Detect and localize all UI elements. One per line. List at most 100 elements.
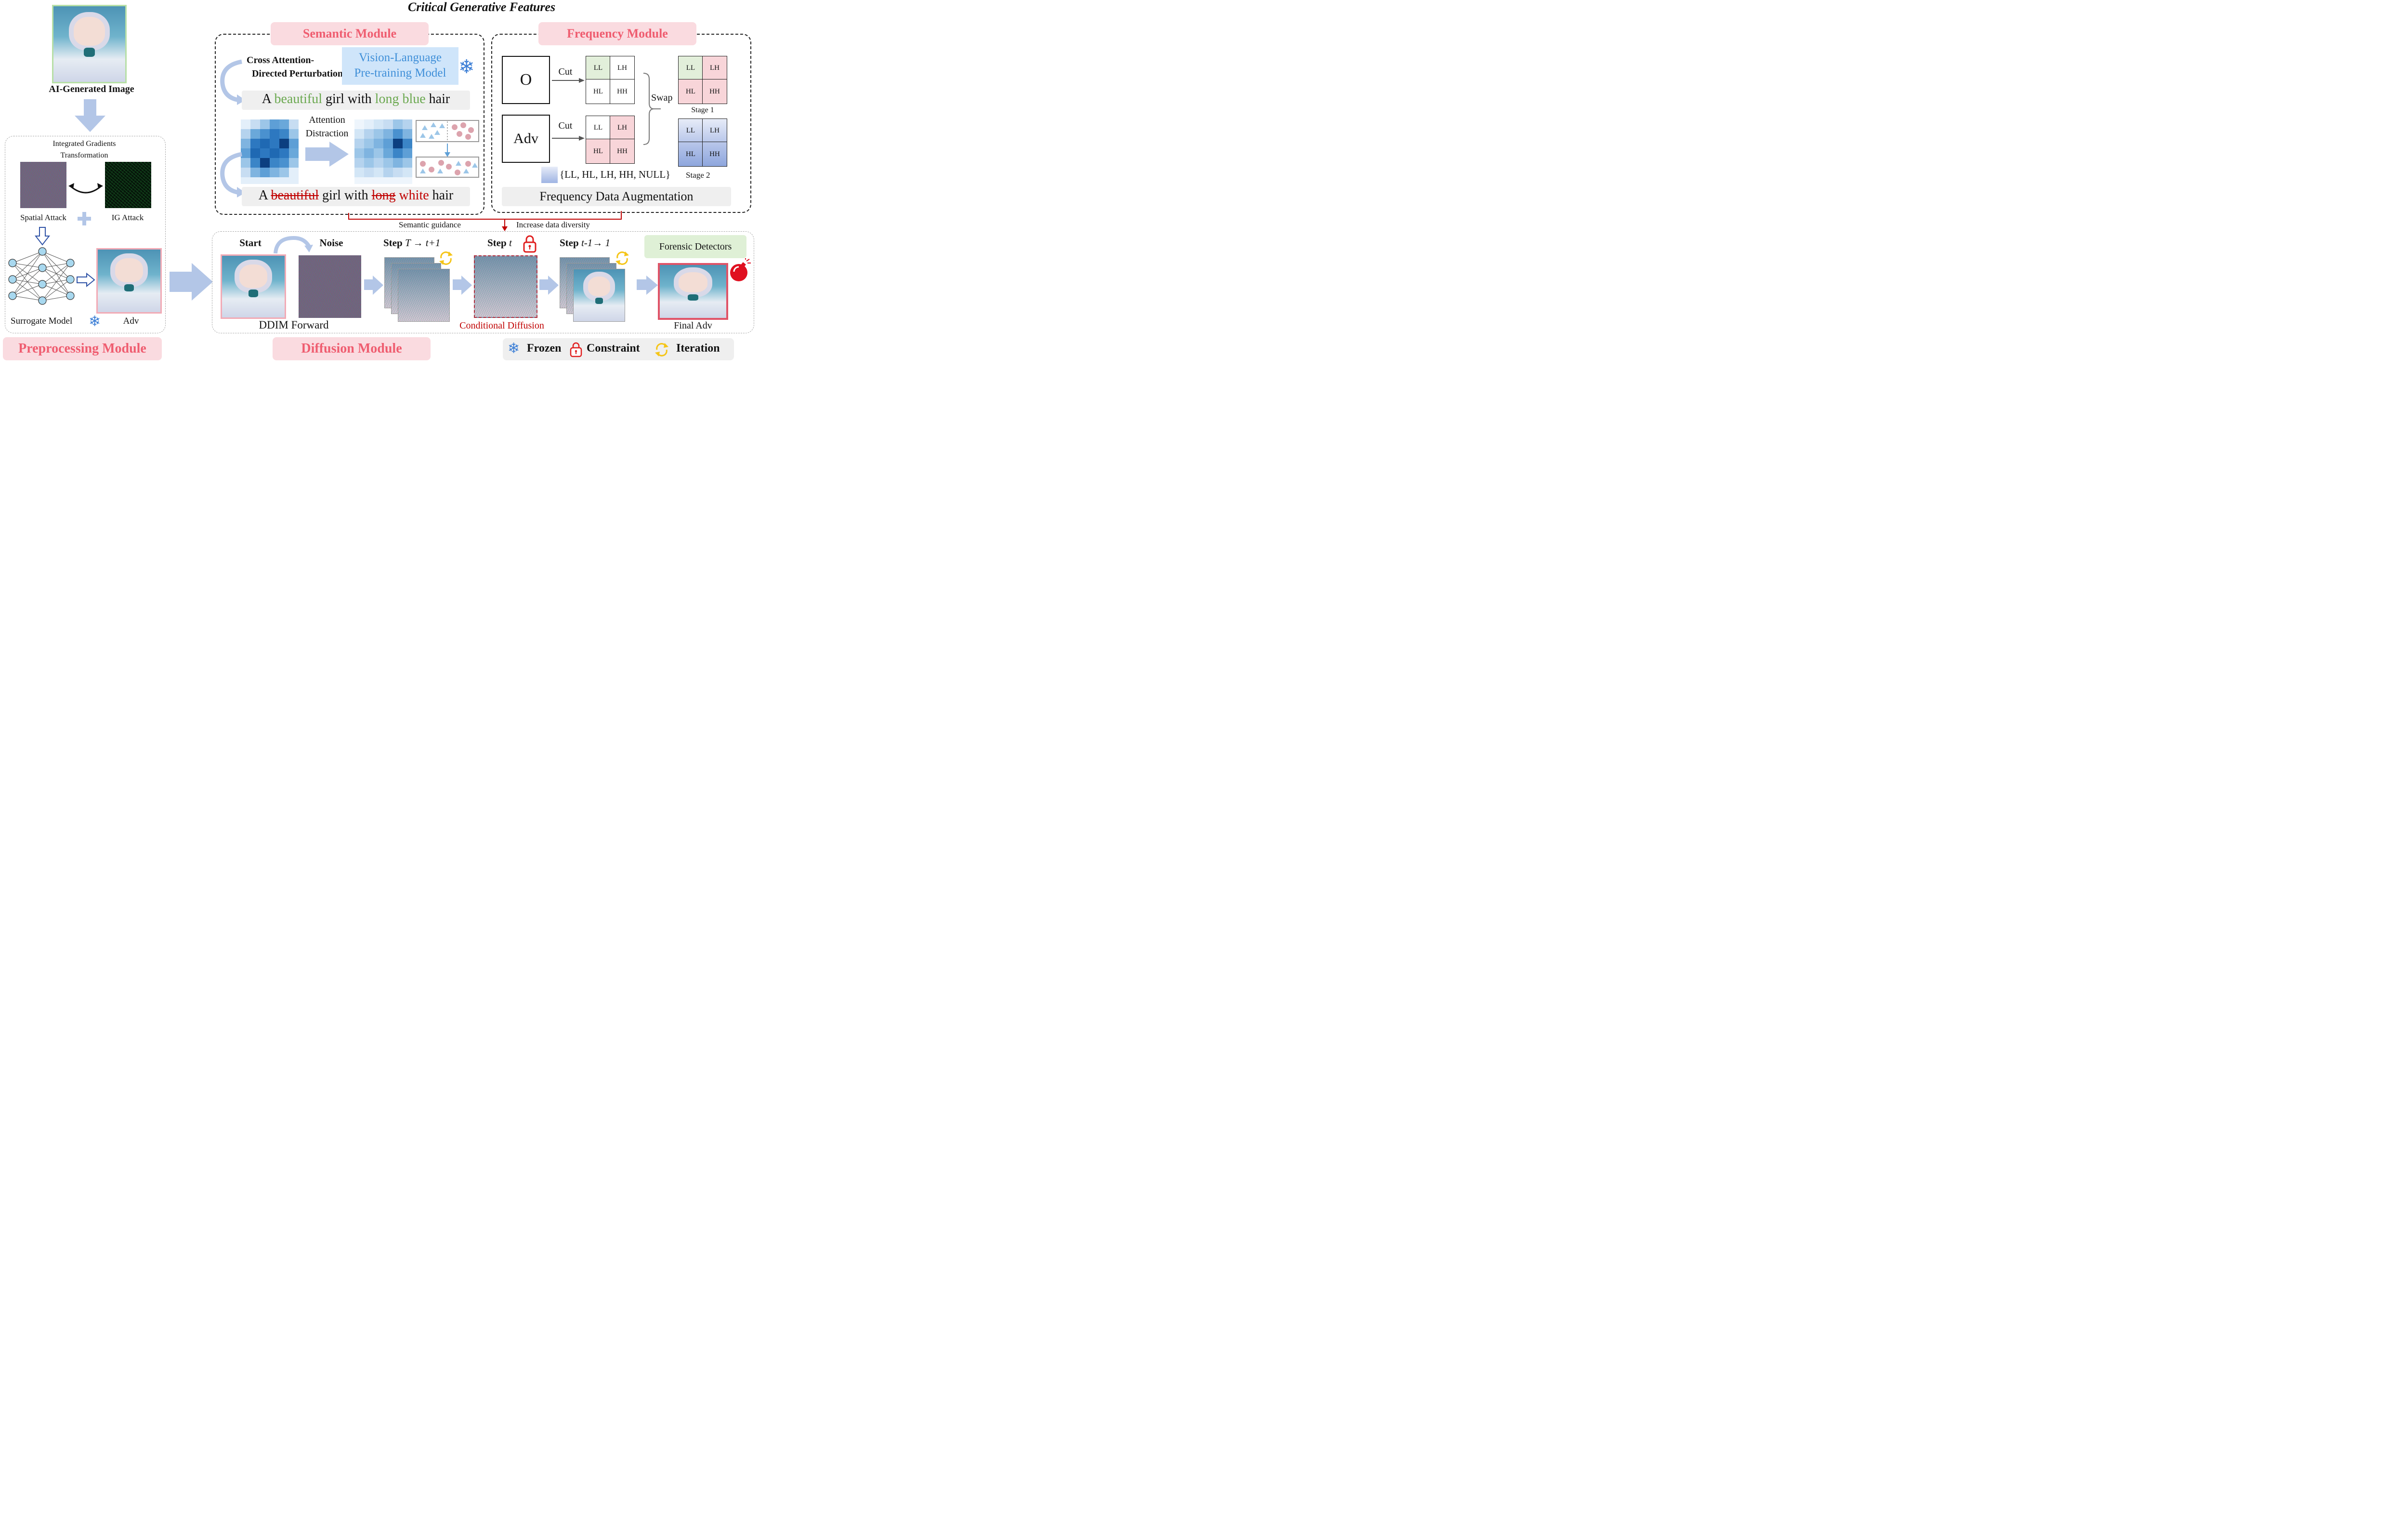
iteration-icon [615, 251, 629, 265]
title: Critical Generative Features [407, 0, 556, 14]
cross-attention-line2: Directed Perturbation [251, 68, 343, 79]
attention-line1: Attention [309, 115, 345, 125]
down-arrow [84, 99, 96, 117]
curve-arrow-bottom [220, 152, 246, 197]
attention-map-after [354, 114, 412, 184]
tile-ll: LL [678, 118, 703, 143]
prompt-word-replaced: white [399, 188, 429, 203]
tile-ll: LL [586, 56, 611, 80]
flow-arrow-head [461, 276, 472, 295]
cut-label-2: Cut [558, 120, 573, 131]
attention-arrow-head [329, 142, 349, 167]
final-adv-label: Final Adv [674, 320, 712, 331]
flow-arrow-head [646, 276, 658, 295]
noise-label: Noise [319, 237, 343, 249]
vlp-line2: Pre-training Model [354, 66, 446, 79]
token-cluster-diagram [416, 120, 479, 178]
increase-diversity-label: Increase data diversity [516, 220, 590, 229]
semantic-guidance-label: Semantic guidance [399, 220, 461, 229]
stage2-swatch [541, 167, 558, 183]
step-math: T → t+1 [405, 237, 441, 249]
step-word: Step [487, 237, 507, 249]
flow-arrow [539, 279, 549, 290]
to-diffusion-arrow [170, 272, 193, 292]
ig-noise-image [105, 162, 151, 208]
step-math: t [509, 237, 512, 249]
legend-constraint: Constraint [587, 342, 640, 355]
adv-box-label: Adv [513, 131, 538, 146]
noise-image [299, 255, 361, 318]
iteration-icon [439, 251, 453, 265]
semantic-link-line [348, 213, 349, 220]
ig-title-line1: Integrated Gradients [52, 140, 116, 148]
flow-arrow [637, 279, 647, 290]
tile-hl: HL [586, 79, 611, 104]
step-a-label: Step T → t+1 [383, 237, 465, 249]
tile-lh: LH [702, 118, 727, 143]
semantic-module-label: Semantic Module [271, 22, 429, 45]
stage1-label: Stage 1 [691, 106, 714, 114]
hollow-right-arrow [77, 273, 95, 287]
surrogate-network-icon [8, 247, 75, 305]
tile-ll: LL [678, 56, 703, 80]
to-diffusion-arrow-head [192, 263, 213, 301]
tile-hl: HL [678, 79, 703, 104]
spatial-attack-label: Spatial Attack [20, 213, 66, 222]
tile-hl: HL [586, 139, 611, 164]
flow-arrow [453, 279, 462, 290]
diffusion-box [212, 231, 754, 333]
forensic-detectors-box: Forensic Detectors [644, 235, 746, 258]
ig-title-line2: Transformation [60, 151, 108, 159]
swap-curve-arrow [68, 183, 103, 194]
adv-image [96, 248, 162, 314]
legend-frozen: Frozen [527, 342, 562, 355]
diffusion-module-label: Diffusion Module [273, 337, 431, 360]
surrogate-model-label: Surrogate Model [11, 316, 73, 326]
ig-attack-label: IG Attack [111, 213, 144, 222]
prompt-word: hair [432, 188, 454, 203]
start-label: Start [239, 237, 262, 249]
tile-ll: LL [586, 116, 611, 140]
start-image [221, 254, 286, 319]
stage2-label: Stage 2 [686, 171, 710, 180]
frequency-module-label: Frequency Module [538, 22, 696, 45]
preprocessing-module-label: Preprocessing Module [3, 337, 162, 360]
tile-lh: LH [610, 116, 635, 140]
hollow-down-arrow [35, 227, 50, 246]
tile-hh: HH [702, 142, 727, 167]
flow-arrow [364, 279, 374, 290]
preprocessing-box [5, 136, 166, 333]
o-image-box: O [502, 56, 550, 104]
legend-box [503, 338, 734, 360]
attention-arrow [305, 147, 330, 161]
adv-image-box: Adv [502, 115, 550, 163]
prompt-adv: A beautiful girl with long white hair [242, 188, 470, 203]
step-c-label: Step t-1→ 1 [560, 237, 632, 249]
cut-arrow-2 [552, 136, 585, 141]
prompt-adv-box [242, 187, 470, 206]
flow-arrow-head [373, 276, 383, 295]
attention-line2: Distraction [305, 128, 349, 139]
prompt-word: A [258, 188, 268, 203]
prompt-word: girl with [326, 92, 372, 106]
tile-hh: HH [610, 79, 635, 104]
flow-arrow-head [548, 276, 559, 295]
cut-label-1: Cut [558, 66, 573, 77]
conditional-diffusion-label: Conditional Diffusion [459, 320, 544, 331]
tile-lh: LH [610, 56, 635, 80]
vlp-model-box [342, 47, 458, 85]
legend-iteration: Iteration [676, 342, 720, 355]
input-image [52, 5, 127, 83]
plus-icon [78, 212, 91, 225]
tile-lh: LH [702, 56, 727, 80]
lock-icon [523, 235, 537, 253]
prompt-word: hair [429, 92, 450, 106]
swap-label: Swap [651, 92, 673, 103]
down-link-line [504, 219, 505, 227]
lock-icon [570, 342, 582, 357]
o-label: O [520, 71, 532, 89]
tile-hl: HL [678, 142, 703, 167]
down-link-arrowhead [502, 226, 508, 231]
snowflake-icon: ❄ [508, 340, 520, 357]
step-word: Step [383, 237, 403, 249]
